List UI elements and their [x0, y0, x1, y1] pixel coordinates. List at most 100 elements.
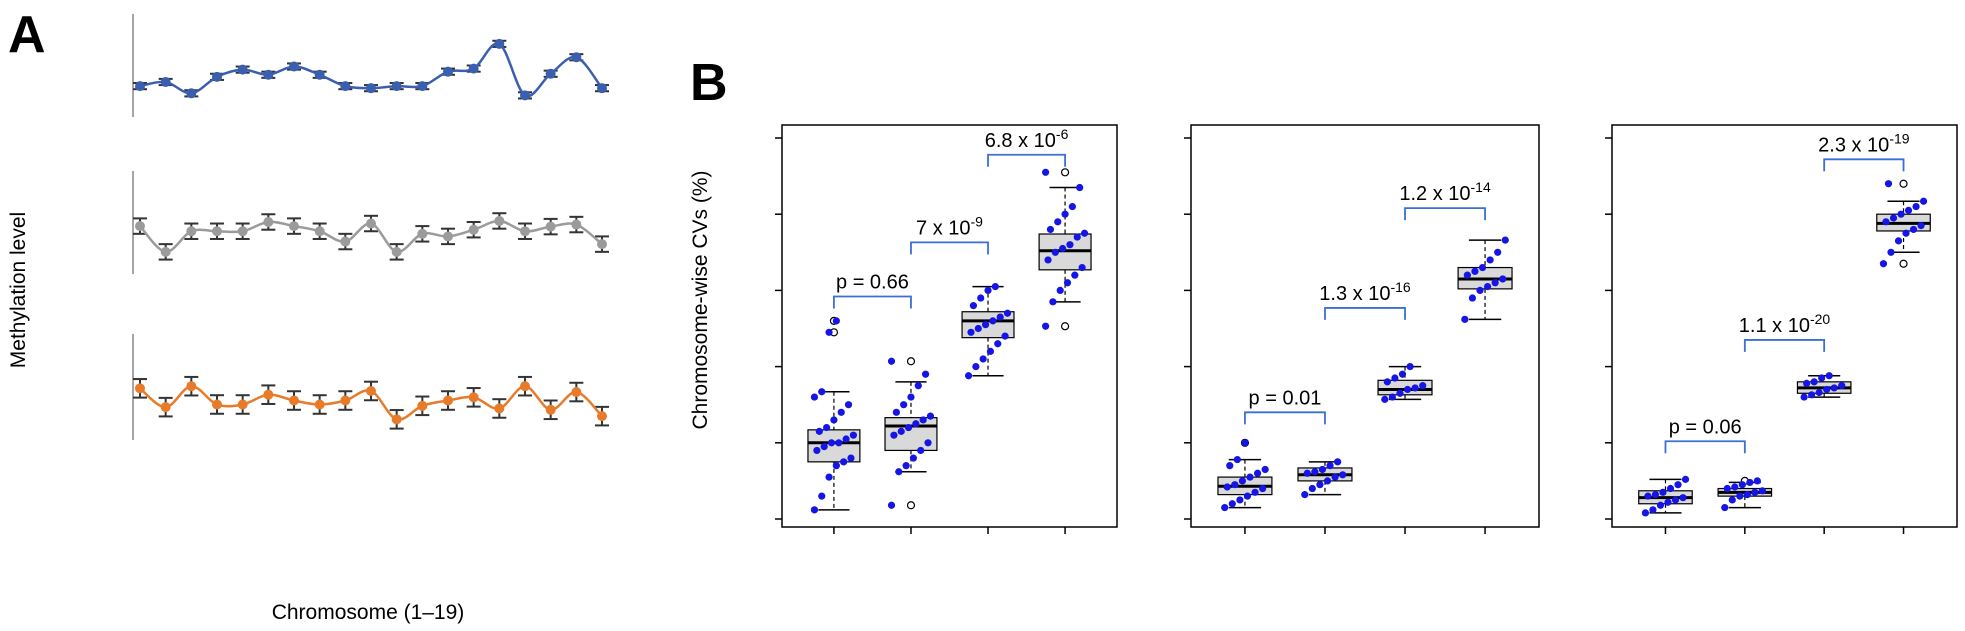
- data-point: [825, 473, 833, 481]
- panel-label-b: B: [690, 54, 728, 112]
- data-point: [1723, 484, 1731, 493]
- data-point: [900, 401, 908, 409]
- data-point: [1261, 465, 1269, 474]
- data-point: [1884, 180, 1893, 188]
- data-point: [1311, 468, 1319, 476]
- data-point: [892, 408, 900, 416]
- data-point: [545, 404, 556, 415]
- data-point: [391, 81, 402, 92]
- data-point: [417, 228, 428, 239]
- data-point: [1233, 455, 1241, 464]
- data-point: [1231, 481, 1239, 489]
- data-point: [263, 69, 274, 80]
- significance-bracket: p = 0.06: [1664, 416, 1746, 454]
- data-point: [212, 399, 222, 410]
- data-point: [1001, 332, 1009, 340]
- p-value-text: 2.3 x 10: [1818, 134, 1889, 156]
- data-point: [991, 282, 999, 291]
- data-point: [1679, 494, 1687, 502]
- p-value-exponent: -14: [1471, 179, 1491, 195]
- data-point: [1476, 286, 1484, 294]
- data-point: [994, 340, 1002, 348]
- data-point: [571, 387, 582, 398]
- data-point: [818, 492, 826, 500]
- panel-b-y-axis-label: Chromosome-wise CVs (%): [689, 170, 712, 429]
- outlier: [1899, 179, 1908, 188]
- data-point: [366, 83, 376, 94]
- data-point: [984, 286, 992, 294]
- data-point: [912, 420, 920, 428]
- significance-bracket: 1.3 x 10-16: [1319, 279, 1411, 320]
- data-point: [967, 328, 975, 336]
- data-point: [1917, 222, 1925, 230]
- box-0: [1638, 475, 1693, 517]
- data-point: [1303, 469, 1311, 477]
- data-point: [494, 38, 505, 49]
- data-point: [1054, 218, 1062, 226]
- bracket-line: [1664, 440, 1746, 454]
- p-value-exponent: -20: [1810, 311, 1830, 327]
- data-point: [237, 399, 248, 410]
- data-point: [1889, 214, 1898, 222]
- data-point: [1486, 256, 1494, 264]
- data-point: [1912, 202, 1920, 211]
- data-point: [520, 226, 530, 237]
- data-point: [917, 446, 925, 455]
- data-point: [1398, 370, 1407, 378]
- data-point: [545, 221, 556, 232]
- p-value-exponent: -16: [1390, 279, 1410, 295]
- data-point: [1823, 385, 1831, 394]
- data-point: [1731, 483, 1739, 491]
- data-point: [289, 61, 299, 72]
- bracket-line: [1324, 307, 1406, 320]
- box-panel-2: p = 0.06 1.1 x 10-20 2.3 x 10-19: [1605, 124, 1958, 534]
- bracket-line: [910, 241, 989, 255]
- data-point: [989, 317, 997, 325]
- data-point: [1743, 491, 1751, 499]
- data-point: [969, 302, 978, 310]
- data-point: [1471, 267, 1479, 275]
- panel-a-x-axis-label: Chromosome (1–19): [272, 601, 465, 624]
- data-point: [494, 215, 505, 226]
- box-2: [961, 282, 1015, 380]
- data-point: [914, 382, 922, 390]
- p-value-label: 7 x 10-9: [916, 213, 983, 239]
- data-point: [186, 381, 197, 392]
- data-point: [1411, 384, 1419, 392]
- data-point: [1331, 473, 1339, 481]
- data-point: [263, 216, 274, 227]
- data-point: [1071, 271, 1079, 279]
- data-point: [1061, 210, 1069, 218]
- data-point: [823, 423, 831, 432]
- data-point: [887, 501, 896, 509]
- data-point: [842, 435, 850, 443]
- data-point: [1674, 481, 1682, 489]
- data-point: [1887, 248, 1895, 256]
- data-point: [926, 412, 935, 420]
- data-point: [1810, 378, 1818, 386]
- data-point: [1323, 477, 1332, 485]
- data-point: [212, 71, 222, 82]
- data-point: [815, 427, 823, 435]
- data-point: [837, 408, 845, 416]
- data-point: [468, 392, 479, 403]
- p-value-text: 7 x 10: [916, 217, 970, 239]
- significance-bracket: 2.3 x 10-19: [1818, 130, 1910, 172]
- data-point: [1800, 393, 1808, 401]
- data-point: [921, 370, 930, 378]
- data-point: [1051, 248, 1059, 256]
- data-point: [847, 454, 855, 462]
- data-point: [160, 246, 171, 257]
- p-value-text: p = 0.01: [1249, 387, 1322, 409]
- data-point: [1830, 384, 1838, 392]
- data-point: [571, 52, 582, 63]
- bracket-line: [1743, 339, 1826, 352]
- data-point: [340, 395, 351, 406]
- data-point: [1904, 206, 1913, 214]
- data-point: [810, 506, 819, 514]
- outlier: [1060, 168, 1070, 177]
- data-point: [160, 76, 171, 87]
- data-point: [391, 246, 402, 257]
- data-point: [212, 226, 222, 237]
- p-value-label: p = 0.01: [1249, 387, 1322, 409]
